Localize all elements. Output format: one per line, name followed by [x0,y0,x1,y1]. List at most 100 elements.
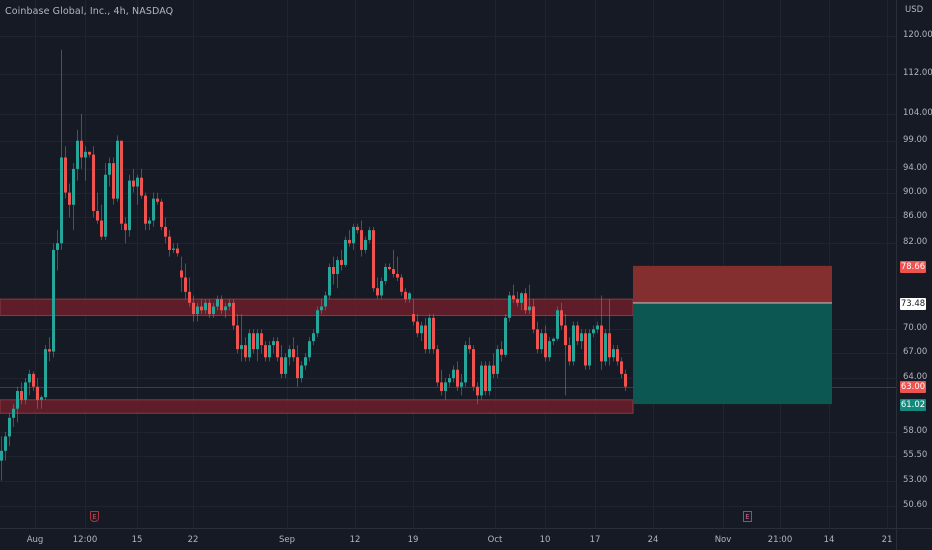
candle-bear [244,345,247,358]
candle-bear [276,341,279,358]
candle-bear [48,349,51,352]
candle-bull [44,349,47,398]
price-tick-label: 53.00 [903,474,928,485]
candle-bull [300,365,303,379]
candle-bear [132,180,135,187]
candle-bull [368,230,371,240]
short-position-tool[interactable] [633,265,832,405]
candle-bull [224,306,227,311]
candle-bull [128,180,131,231]
time-tick-label: 17 [589,535,601,545]
candle-bear [472,349,475,387]
candle-bear [192,302,195,315]
candle-bear [388,266,391,270]
candle-bull [380,281,383,296]
candle-bull [228,302,231,307]
candle-bear [524,293,527,311]
time-tick-label: 21:00 [767,535,793,545]
candle-bull [0,450,3,461]
candle-bull [408,293,411,300]
candle-bear [456,369,459,387]
currency-label: USD [905,5,924,15]
time-tick-label: 19 [407,535,419,545]
candle-bull [40,397,43,400]
candle-bear [332,266,335,274]
candle-bull [16,391,19,409]
candle-bear [584,333,587,366]
candle-bull [4,436,7,451]
candle-bear [252,333,255,350]
candle-bull [448,378,451,383]
target-price-tag: 61.02 [900,399,926,411]
time-tick-label: 14 [823,535,835,545]
candle-bull [56,243,59,250]
price-tick-label: 55.50 [903,449,928,460]
candle-bull [520,293,523,303]
candle-bear [392,269,395,274]
candle-bull [288,349,291,358]
candle-bull [324,295,327,307]
candle-bear [264,345,267,358]
candle-bear [404,291,407,300]
candle-bear [280,357,283,374]
candle-bear [96,211,99,221]
candle-bull [152,198,155,221]
candle-bear [624,373,627,387]
candle-bull [328,266,331,296]
stop-loss-area [633,265,832,303]
candle-bear [608,333,611,358]
candle-bear [36,386,39,400]
candle-bear [616,349,619,362]
candle-bear [292,349,295,358]
candle-bear [220,299,223,311]
candle-bull [256,333,259,350]
candle-bear [296,357,299,379]
price-tick-label: 64.00 [903,372,928,383]
earnings-marker-icon[interactable]: E [90,511,99,522]
chart-title: Coinbase Global, Inc., 4h, NASDAQ [5,6,174,17]
candle-bear [576,325,579,342]
candle-bear [564,325,567,346]
time-tick-label: 21 [881,535,893,545]
candle-bull [336,260,339,274]
candle-bear [100,220,103,237]
candle-bull [172,248,175,250]
candle-bull [304,357,307,366]
candle-bull [72,168,75,205]
price-tick-label: 70.00 [903,323,928,334]
candles [0,49,627,481]
time-tick-label: 22 [187,535,199,545]
candle-bear [400,277,403,292]
candle-bull [24,382,27,400]
candle-bull [496,349,499,374]
candle-bear [20,391,23,400]
earnings-marker-icon[interactable]: E [743,511,752,522]
candle-bear [340,260,343,265]
price-tick-label: 82.00 [903,237,928,248]
candle-bull [428,317,431,350]
candle-bear [440,382,443,392]
candle-bear [600,325,603,362]
price-tick-label: 86.00 [903,211,928,222]
candle-bear [536,329,539,350]
candle-bull [364,239,367,250]
candle-bear [124,223,127,231]
candle-bear [160,201,163,227]
candle-bull [108,163,111,175]
grid-lines [0,0,896,528]
candle-bull [104,174,107,237]
candle-bull [528,306,531,311]
candle-bull [480,365,483,396]
candle-bull [268,345,271,358]
candle-bear [568,345,571,362]
candle-bull [240,345,243,350]
candle-bear [232,302,235,326]
candle-bear [144,195,147,224]
price-tick-label: 58.00 [903,425,928,436]
candle-bear [64,157,67,193]
candle-bull [8,417,11,437]
candle-bull [196,306,199,315]
candle-bull [344,239,347,265]
